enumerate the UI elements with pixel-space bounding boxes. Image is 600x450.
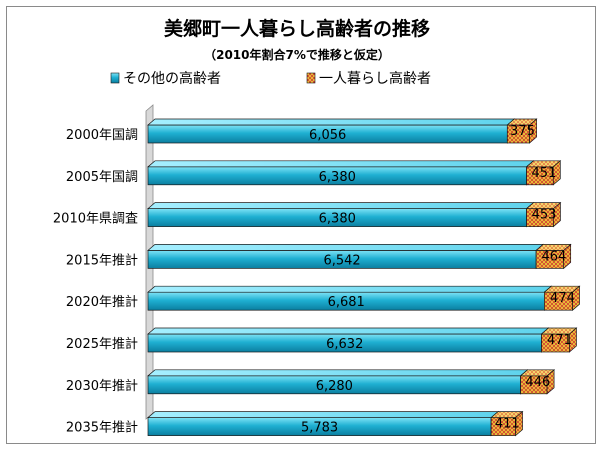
value-label-single-1: 451	[532, 166, 557, 181]
bar-single-6	[519, 369, 556, 395]
bar-others-5-top	[147, 327, 550, 335]
bar-others-2	[147, 201, 535, 228]
value-label-single-6: 446	[525, 375, 550, 390]
value-label-others-7: 5,783	[301, 421, 338, 436]
legend-label-others: その他の高齢者	[123, 70, 221, 87]
bar-others-1-top	[147, 160, 535, 168]
value-label-single-4: 474	[550, 291, 575, 306]
category-label-7: 2035年推計	[66, 420, 138, 436]
category-label-3: 2015年推計	[66, 252, 138, 268]
value-label-others-0: 6,056	[309, 128, 346, 143]
bar-single-2-side	[553, 201, 561, 228]
bar-others-3-top	[147, 244, 545, 251]
bar-others-6	[147, 369, 529, 395]
value-label-others-4: 6,681	[328, 295, 365, 310]
value-label-single-7: 411	[495, 417, 520, 432]
bar-others-7	[147, 410, 500, 437]
bar-others-0-top	[147, 118, 516, 126]
bar-single-5	[540, 327, 578, 353]
bar-single-3-side	[563, 243, 572, 270]
bar-others-3	[147, 243, 545, 270]
value-label-others-6: 6,280	[316, 379, 353, 394]
bar-single-0	[506, 118, 538, 144]
value-label-single-3: 464	[542, 249, 567, 264]
bar-single-1	[525, 160, 562, 186]
category-label-1: 2005年国調	[66, 170, 138, 185]
bar-single-0-side	[529, 118, 537, 144]
category-label-5: 2025年推計	[66, 336, 138, 352]
bar-others-0	[147, 118, 516, 144]
chart-frame: 美郷町一人暮らし高齢者の推移 （2010年割合7%で推移と仮定） その他の高齢者…	[6, 6, 596, 444]
category-label-2: 2010年県調査	[53, 212, 138, 227]
bar-single-2	[525, 201, 562, 228]
value-label-single-0: 375	[510, 124, 535, 139]
value-label-single-5: 471	[547, 333, 572, 348]
category-label-0: 2000年国調	[66, 128, 138, 143]
bar-single-6-side	[546, 369, 555, 395]
value-label-single-2: 453	[532, 208, 557, 223]
chart-svg: 美郷町一人暮らし高齢者の推移 （2010年割合7%で推移と仮定） その他の高齢者…	[53, 17, 581, 437]
bar-others-2-top	[147, 202, 535, 209]
value-label-others-3: 6,542	[323, 253, 360, 268]
legend-swatch-single	[306, 72, 316, 84]
bar-others-4-top	[147, 285, 553, 293]
bars-layer	[147, 118, 581, 437]
legend: その他の高齢者 一人暮らし高齢者	[110, 70, 431, 87]
category-label-6: 2030年推計	[66, 378, 138, 394]
bar-single-3	[535, 243, 572, 270]
category-labels: 2000年国調 2005年国調 2010年県調査 2015年推計 2020年推計 2025…	[53, 128, 138, 436]
chart-subtitle: （2010年割合7%で推移と仮定）	[204, 47, 390, 62]
bar-others-6-top	[147, 369, 529, 377]
value-labels: 6,056 375 6,380 451 6,380 453 6,542 464 6,681 474…	[301, 124, 575, 436]
value-label-others-2: 6,380	[319, 212, 356, 227]
bar-others-5	[147, 327, 550, 353]
legend-label-single: 一人暮らし高齢者	[319, 70, 431, 87]
bar-single-7-side	[515, 410, 523, 437]
legend-swatch-others	[110, 72, 120, 84]
value-label-others-5: 6,632	[326, 337, 363, 352]
bar-single-4	[543, 285, 581, 311]
bar-single-1-side	[552, 160, 561, 186]
chart-title: 美郷町一人暮らし高齢者の推移	[164, 17, 430, 40]
bar-others-7-top	[147, 411, 500, 418]
bar-single-4-side	[572, 285, 580, 311]
category-label-4: 2020年推計	[66, 294, 138, 310]
bar-single-7	[490, 410, 524, 437]
bar-single-5-side	[569, 327, 577, 353]
value-label-others-1: 6,380	[319, 170, 356, 185]
